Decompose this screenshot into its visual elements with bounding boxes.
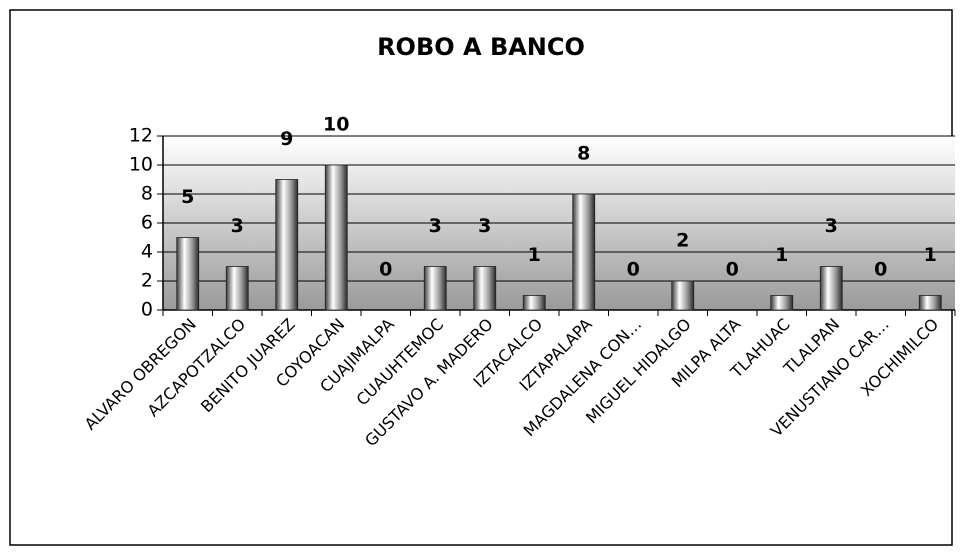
bar: [473, 266, 497, 311]
data-label: 10: [323, 114, 349, 136]
y-tick-label: 4: [141, 241, 153, 263]
bar: [522, 295, 546, 311]
y-tick-label: 12: [129, 125, 153, 147]
data-label: 1: [924, 244, 937, 266]
bar: [671, 280, 695, 311]
data-label: 8: [577, 143, 590, 165]
y-tick-label: 0: [141, 299, 153, 321]
bar: [275, 179, 299, 311]
data-label: 0: [379, 259, 392, 281]
data-label: 3: [231, 215, 244, 237]
bar: [324, 164, 348, 311]
chart-title: ROBO A BANCO: [377, 33, 585, 61]
data-label: 3: [429, 215, 442, 237]
bar: [423, 266, 447, 311]
y-tick-label: 8: [141, 183, 153, 205]
bar: [819, 266, 843, 311]
bar: [225, 266, 249, 311]
data-label: 0: [726, 259, 739, 281]
bar: [918, 295, 942, 311]
y-tick-label: 2: [141, 270, 153, 292]
data-label: 3: [478, 215, 491, 237]
bar: [176, 237, 200, 311]
data-label: 1: [775, 244, 788, 266]
bar: [770, 295, 794, 311]
y-tick-label: 10: [129, 154, 153, 176]
data-label: 5: [181, 186, 194, 208]
data-label: 2: [676, 230, 689, 252]
y-tick-label: 6: [141, 212, 153, 234]
data-label: 9: [280, 128, 293, 150]
data-label: 0: [627, 259, 640, 281]
data-label: 1: [528, 244, 541, 266]
bar: [572, 193, 596, 311]
data-label: 3: [825, 215, 838, 237]
data-label: 0: [874, 259, 887, 281]
